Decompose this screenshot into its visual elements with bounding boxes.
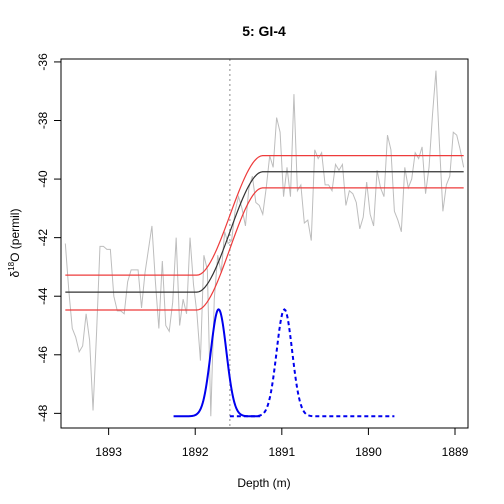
density-t0 [173,308,261,418]
y-tick-label: -38 [36,112,50,130]
plot-area [64,59,465,428]
x-tick-label: 1890 [355,445,382,459]
x-tick-label: 1891 [268,445,295,459]
y-tick-label: -36 [36,53,50,71]
series-data [64,70,465,417]
y-axis: -48 -46 -44 -42 -40 -38 -36 [36,53,61,422]
x-tick-label: 1893 [95,445,122,459]
x-axis-label: Depth (m) [237,476,290,490]
y-tick-label: -44 [36,287,50,305]
plot-frame [60,58,469,429]
y-axis-label-prefix: δ [8,270,22,277]
density-t1 [229,308,395,418]
y-tick-label: -40 [36,170,50,188]
series-lower [65,187,464,311]
y-tick-label: -46 [36,346,50,364]
chart-title: 5: GI-4 [242,23,286,39]
x-axis: 1893 1892 1891 1890 1889 [95,428,469,459]
y-axis-label-superscript: 18 [7,261,16,270]
x-tick-label: 1889 [442,445,469,459]
x-tick-label: 1892 [182,445,209,459]
y-tick-label: -42 [36,229,50,247]
y-tick-label: -48 [36,404,50,422]
y-axis-label-suffix: O (permil) [8,209,22,262]
series-fit [65,171,464,293]
series-upper [65,155,464,276]
y-axis-label: δ18O (permil) [7,209,22,278]
